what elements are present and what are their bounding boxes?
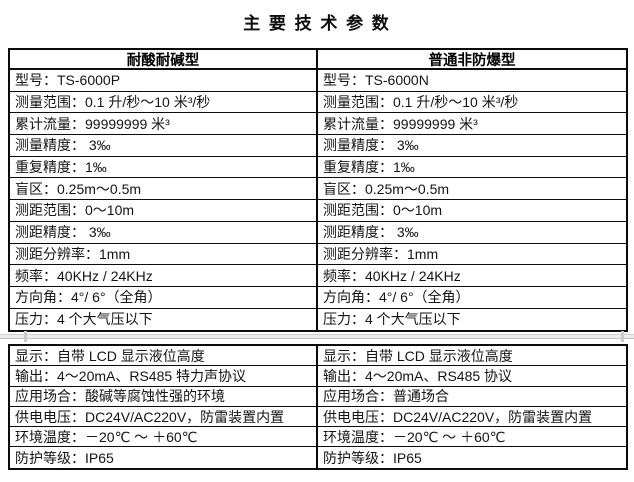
spec-cell-total-flow-left: 累计流量：99999999 米³: [10, 113, 318, 136]
gap-tick-left: [24, 331, 27, 342]
spec-cell-distance-range-right: 测距范围：0～10m: [318, 200, 626, 222]
spec-cell-total-flow-right: 累计流量：99999999 米³: [318, 113, 626, 136]
info-cell-power-supply-right: 供电电压：DC24V/AC220V，防雷装置内置: [318, 407, 626, 428]
spec-table-lower: 显示：自带 LCD 显示液位高度 显示：自带 LCD 显示液位高度 输出：4～2…: [8, 344, 628, 470]
info-cell-ambient-temp-right: 环境温度：－20℃ ～ ＋60℃: [318, 427, 626, 448]
spec-cell-frequency-right: 频率：40KHz / 24KHz: [318, 265, 626, 287]
spec-cell-pressure-left: 压力：4 个大气压以下: [10, 308, 318, 331]
spec-cell-repeatability-left: 重复精度：1‰: [10, 156, 318, 179]
column-header-acid-alkali-type: 耐酸耐碱型: [10, 50, 318, 70]
info-cell-display-right: 显示：自带 LCD 显示液位高度: [318, 346, 626, 367]
spec-cell-frequency-left: 频率：40KHz / 24KHz: [10, 265, 318, 287]
info-cell-application-left: 应用场合：酸碱等腐蚀性强的环境: [10, 386, 318, 407]
info-cell-output-left: 输出：4～20mA、RS485 特力声协议: [10, 366, 318, 387]
spec-cell-pressure-right: 压力：4 个大气压以下: [323, 311, 461, 328]
info-cell-display-left: 显示：自带 LCD 显示液位高度: [10, 346, 318, 367]
table-gap-gridline-artifact: [0, 334, 634, 339]
spec-cell-resolution-right: 测距分辨率：1mm: [318, 244, 626, 266]
info-cell-application-right: 应用场合：普通场合: [318, 387, 626, 407]
spec-cell-measure-range-right: 测量范围：0.1 升/秒～10 米³/秒: [318, 92, 626, 114]
page-title: 主 要 技 术 参 数: [243, 14, 391, 33]
spec-cell-blind-zone-right: 盲区：0.25m～0.5m: [318, 178, 626, 201]
gap-tick-right: [621, 331, 624, 342]
column-header-ordinary-type: 普通非防爆型: [318, 50, 626, 70]
info-cell-power-supply-left: 供电电压：DC24V/AC220V，防雷装置内置: [10, 406, 318, 428]
info-cell-protection-rating-right: 防护等级：IP65: [323, 449, 422, 466]
info-cell-output-right: 输出：4～20mA、RS485 协议: [318, 366, 626, 387]
spec-cell-distance-accuracy-right: 测距精度： 3‰: [318, 222, 626, 244]
spec-cell-accuracy-left: 测量精度： 3‰: [10, 135, 318, 157]
info-cell-ambient-temp-left: 环境温度：－20℃ ～ ＋60℃: [10, 427, 318, 448]
spec-cell-beam-angle-right: 方向角：4°/ 6°（全角）: [318, 287, 626, 309]
spec-table-upper: 耐酸耐碱型 普通非防爆型 型号：TS-6000P 型号：TS-6000N 测量范…: [8, 48, 628, 333]
spec-cell-model-left: 型号：TS-6000P: [10, 70, 318, 92]
spec-cell-model-right: 型号：TS-6000N: [318, 70, 626, 92]
spec-cell-repeatability-right: 重复精度：1‰: [318, 157, 626, 179]
spec-cell-accuracy-right: 测量精度： 3‰: [318, 135, 626, 157]
spec-cell-distance-accuracy-left: 测距精度： 3‰: [10, 221, 318, 244]
spec-cell-distance-range-left: 测距范围：0～10m: [10, 200, 318, 222]
info-cell-protection-rating-left: 防护等级：IP65: [10, 447, 318, 468]
spec-cell-measure-range-left: 测量范围：0.1 升/秒～10 米³/秒: [10, 91, 318, 114]
spec-cell-blind-zone-left: 盲区：0.25m～0.5m: [10, 178, 318, 201]
spec-cell-beam-angle-left: 方向角：4°/ 6°（全角）: [10, 286, 318, 309]
spec-cell-resolution-left: 测距分辨率：1mm: [10, 243, 318, 266]
